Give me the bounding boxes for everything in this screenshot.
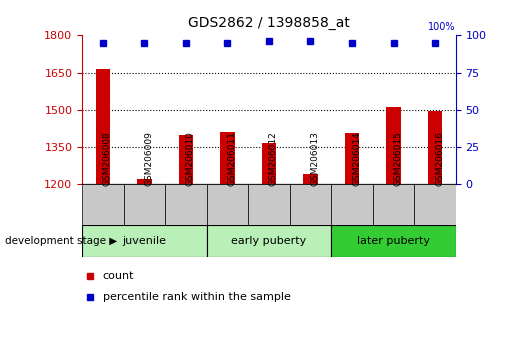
Bar [331, 184, 373, 225]
Title: GDS2862 / 1398858_at: GDS2862 / 1398858_at [188, 16, 350, 30]
Bar [123, 184, 165, 225]
Bar [220, 132, 235, 184]
Bar [179, 135, 193, 184]
Text: GSM206008: GSM206008 [103, 131, 112, 186]
Bar [82, 184, 123, 225]
Bar [207, 225, 331, 257]
Bar [95, 69, 110, 184]
Text: juvenile: juvenile [122, 236, 166, 246]
Bar [344, 133, 359, 184]
Bar [248, 184, 290, 225]
Bar [262, 143, 276, 184]
Bar [373, 184, 414, 225]
Bar [331, 225, 456, 257]
Text: early puberty: early puberty [232, 236, 306, 246]
Text: GSM206012: GSM206012 [269, 131, 278, 186]
Text: later puberty: later puberty [357, 236, 430, 246]
Text: GSM206010: GSM206010 [186, 131, 195, 186]
Text: GSM206011: GSM206011 [227, 131, 236, 186]
Bar [290, 184, 331, 225]
Text: GSM206016: GSM206016 [435, 131, 444, 186]
Text: GSM206014: GSM206014 [352, 131, 361, 186]
Bar [428, 111, 443, 184]
Text: GSM206009: GSM206009 [144, 131, 153, 186]
Text: GSM206015: GSM206015 [393, 131, 402, 186]
Bar [386, 107, 401, 184]
Bar [207, 184, 248, 225]
Bar [303, 174, 318, 184]
Text: 100%: 100% [428, 22, 456, 33]
Bar [165, 184, 207, 225]
Text: percentile rank within the sample: percentile rank within the sample [103, 292, 290, 302]
Bar [137, 179, 152, 184]
Bar [414, 184, 456, 225]
Text: count: count [103, 271, 134, 281]
Text: GSM206013: GSM206013 [311, 131, 320, 186]
Text: development stage ▶: development stage ▶ [5, 236, 118, 246]
Bar [82, 225, 207, 257]
